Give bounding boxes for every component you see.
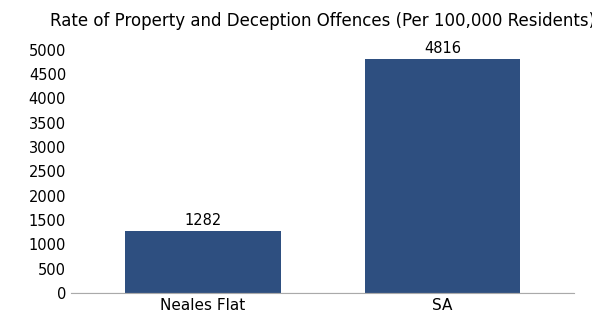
Bar bbox=[125, 231, 281, 293]
Text: 4816: 4816 bbox=[424, 41, 461, 56]
Title: Rate of Property and Deception Offences (Per 100,000 Residents): Rate of Property and Deception Offences … bbox=[50, 12, 592, 30]
Text: 1282: 1282 bbox=[184, 213, 221, 228]
Bar bbox=[365, 59, 520, 293]
